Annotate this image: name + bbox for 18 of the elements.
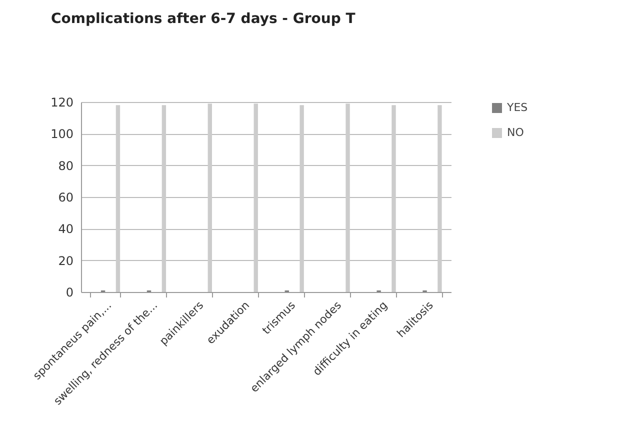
y-tick-label: 0: [66, 286, 74, 300]
y-tick-label: 80: [58, 158, 74, 173]
y-tick-label: 100: [50, 127, 74, 142]
bar: [208, 104, 212, 292]
bar: [300, 105, 304, 292]
bar: [162, 105, 166, 292]
legend-label: NO: [507, 126, 524, 139]
y-tick-label: 20: [58, 254, 74, 268]
y-tick-label: 60: [58, 190, 74, 204]
legend-label: YES: [506, 101, 528, 114]
bar: [438, 105, 442, 292]
y-tick-label: 40: [58, 222, 74, 236]
chart-title: Complications after 6-7 days - Group T: [51, 11, 356, 27]
y-tick-label: 120: [50, 96, 74, 110]
bar: [346, 104, 350, 292]
bar: [116, 105, 120, 292]
bar: [254, 104, 258, 292]
bar: [392, 105, 396, 292]
